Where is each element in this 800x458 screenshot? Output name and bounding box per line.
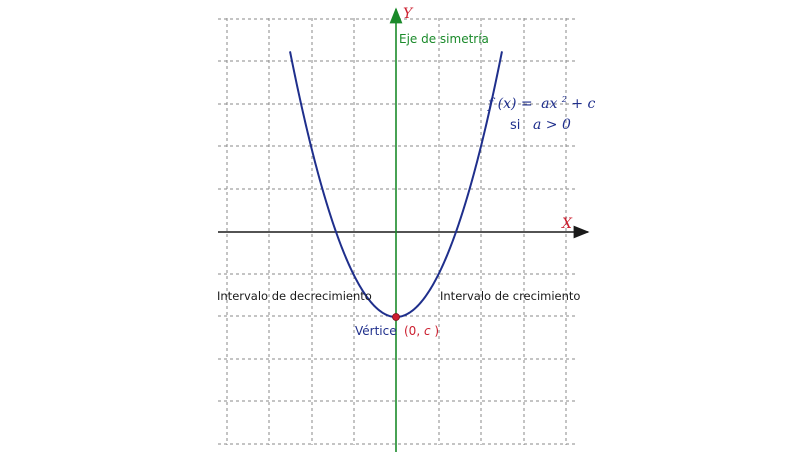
formula-plus-c: + c bbox=[571, 96, 595, 112]
formula-condition: a > 0 bbox=[533, 117, 571, 133]
x-axis-label: X bbox=[561, 216, 573, 232]
formula-condition-si: si bbox=[510, 118, 520, 133]
formula-lhs: f (x) = bbox=[487, 96, 533, 112]
vertex-label: Vértice bbox=[355, 324, 397, 338]
vertex-point bbox=[392, 313, 400, 321]
vertex-coord-close: ) bbox=[434, 324, 439, 338]
formula-ax: ax bbox=[541, 96, 557, 112]
formula-exponent: 2 bbox=[561, 95, 567, 104]
y-axis-label: Y bbox=[403, 6, 414, 22]
vertex-coord-var: c bbox=[424, 324, 431, 338]
vertex-coordinates: (0, c ) bbox=[404, 324, 439, 338]
decreasing-interval-label: Intervalo de decrecimiento bbox=[217, 289, 372, 303]
increasing-interval-label: Intervalo de crecimiento bbox=[440, 289, 580, 303]
vertex-coord-open: (0, bbox=[404, 324, 424, 338]
formula-text: f (x) = ax 2 + c bbox=[487, 90, 596, 112]
symmetry-axis-label: Eje de simetría bbox=[399, 32, 489, 46]
grid bbox=[218, 18, 578, 445]
